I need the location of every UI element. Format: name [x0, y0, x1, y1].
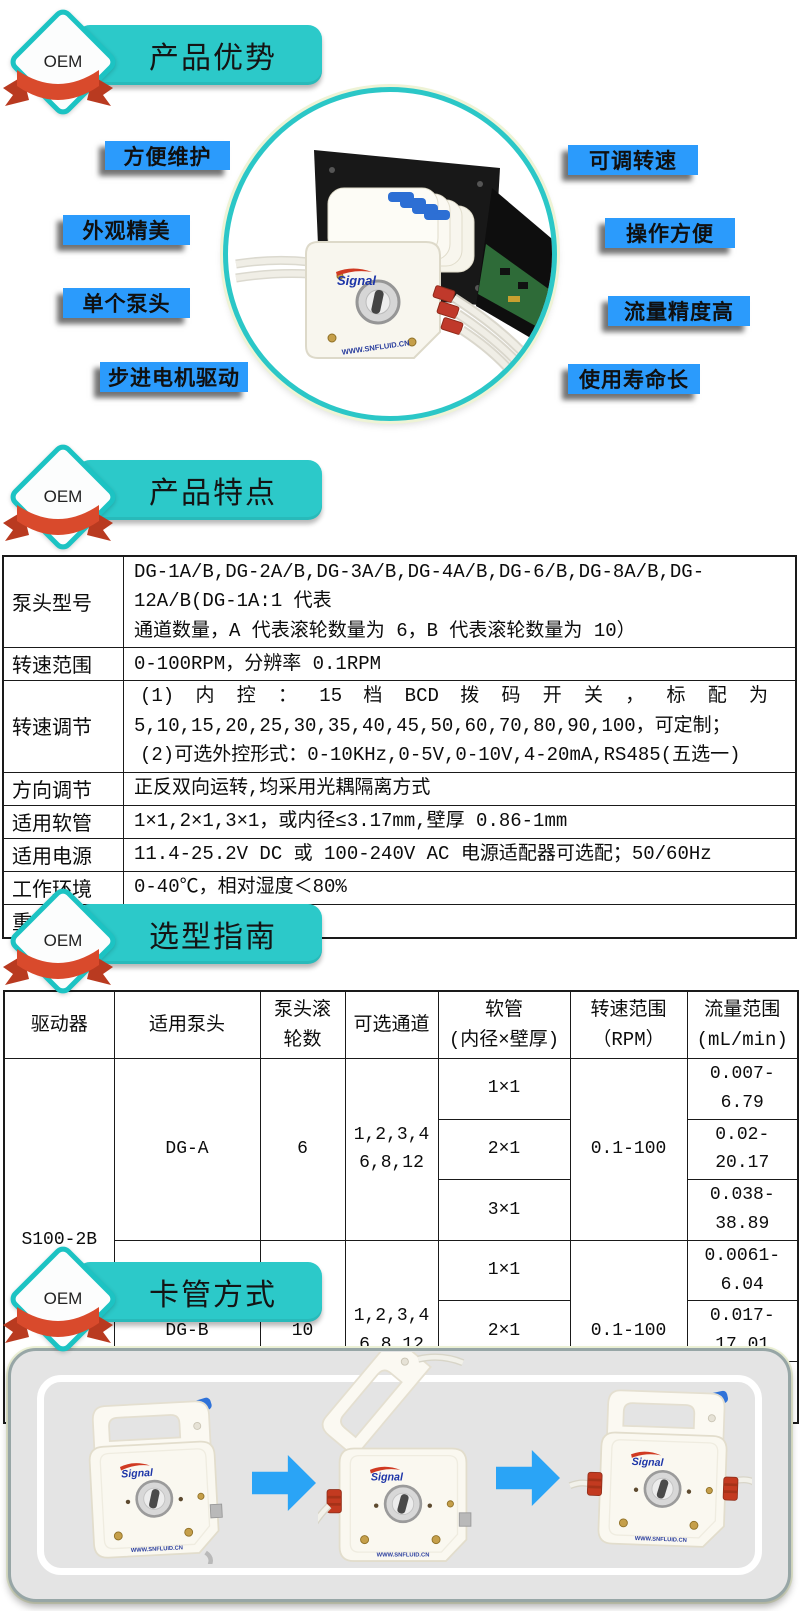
- brand-logo: Signal: [371, 1472, 404, 1484]
- row-value-line: 5,10,15,20,25,30,35,40,45,50,60,70,80,90…: [134, 714, 731, 737]
- table-header-row: 驱动器 适用泵头 泵头滚 轮数 可选通道 软管 (内径×壁厚) 转速范围 （RP…: [3, 990, 799, 1059]
- table-row: 转速调节 (1) 内 控 ： 15 档 BCD 拨 码 开 关 ， 标 配 为 …: [2, 680, 797, 773]
- website-text: WWW.SNFLUID.CN: [131, 1545, 183, 1554]
- column-header: 驱动器: [3, 990, 115, 1059]
- table-row: S100-2B DG-A 6 1,2,3,4 6,8,12 1×1 0.1-10…: [3, 1057, 799, 1424]
- row-value: 0-40℃，相对湿度＜80%: [123, 870, 797, 905]
- table-row: 适用软管 1×1,2×1,3×1，或内径≤3.17mm,壁厚 0.86-1mm: [2, 804, 797, 839]
- section-header-advantages: 产品优势 OEM: [0, 5, 340, 125]
- table-row: 转速范围 0-100RPM，分辨率 0.1RPM: [2, 647, 797, 682]
- brand-logo: Signal: [632, 1456, 665, 1469]
- section-title: 卡管方式: [149, 1279, 277, 1312]
- clamping-step-3-pump: WWW.SNFLUID.CN Signal: [568, 1385, 752, 1549]
- website-text: WWW.SNFLUID.CN: [377, 1553, 430, 1559]
- section-title: 选型指南: [149, 921, 277, 954]
- table-row: 方向调节 正反双向运转,均采用光耦隔离方式: [2, 771, 797, 806]
- table-row: 泵头型号 DG-1A/B,DG-2A/B,DG-3A/B,DG-4A/B,DG-…: [2, 555, 797, 649]
- column-header: 适用泵头: [113, 990, 261, 1059]
- section-title: 产品特点: [149, 477, 277, 510]
- row-value: 1×1,2×1,3×1，或内径≤3.17mm,壁厚 0.86-1mm: [123, 804, 797, 839]
- row-label: 转速范围: [2, 647, 124, 682]
- clamping-step-1-pump: WWW.SNFLUID.CN Signal: [87, 1395, 223, 1564]
- oem-badge-label: OEM: [43, 1289, 83, 1308]
- row-label: 适用电源: [2, 837, 124, 872]
- section-header-features: 产品特点 OEM: [0, 440, 340, 560]
- section-title-bar: 卡管方式: [76, 1262, 322, 1322]
- pump-driver-illustration: Signal WWW.SNFLUID.CN: [235, 150, 552, 411]
- row-value-line: (1) 内 控 ： 15 档 BCD 拨 码 开 关 ， 标 配 为: [140, 685, 768, 708]
- advantage-label: 操作方便: [605, 218, 735, 248]
- row-label: 转速调节: [2, 680, 124, 773]
- row-label: 方向调节: [2, 771, 124, 806]
- website-text: WWW.SNFLUID.CN: [635, 1536, 687, 1544]
- table-row: 适用电源 11.4-25.2V DC 或 100-240V AC 电源适配器可选…: [2, 837, 797, 872]
- advantage-label: 单个泵头: [63, 288, 190, 318]
- cell-tube: 1×1: [437, 1239, 571, 1302]
- features-table: 泵头型号 DG-1A/B,DG-2A/B,DG-3A/B,DG-4A/B,DG-…: [2, 555, 797, 939]
- cell-flow: 0.0061-6.04: [686, 1239, 799, 1302]
- cell-channels: 1,2,3,4 6,8,12: [344, 1058, 439, 1241]
- column-header: 流量范围 (mL/min): [686, 990, 799, 1059]
- clamping-step-2-pump: WWW.SNFLUID.CN Signal: [318, 1352, 472, 1563]
- row-value: (1) 内 控 ： 15 档 BCD 拨 码 开 关 ， 标 配 为 5,10,…: [123, 680, 797, 773]
- section-title-bar: 产品特点: [76, 460, 322, 520]
- row-value: DG-1A/B,DG-2A/B,DG-3A/B,DG-4A/B,DG-6/B,D…: [123, 555, 797, 649]
- advantage-label: 外观精美: [63, 215, 190, 245]
- oem-badge-label: OEM: [43, 52, 83, 71]
- advantage-label: 方便维护: [105, 141, 230, 170]
- cell-flow: 0.02-20.17: [686, 1118, 799, 1181]
- cell-pump: DG-A: [113, 1058, 261, 1241]
- product-photo: Signal WWW.SNFLUID.CN: [223, 87, 557, 421]
- section-title-bar: 产品优势: [76, 25, 322, 85]
- section-title: 产品优势: [149, 42, 277, 75]
- cell-rpm: 0.1-100: [569, 1058, 688, 1241]
- cell-flow: 0.007-6.79: [686, 1058, 799, 1120]
- cell-tube: 3×1: [437, 1179, 571, 1241]
- row-label: 泵头型号: [2, 555, 124, 649]
- cell-tube: 2×1: [437, 1118, 571, 1181]
- section-header-clamping: 卡管方式 OEM: [0, 1242, 340, 1362]
- column-header: 转速范围 （RPM）: [569, 990, 688, 1059]
- advantage-label: 流量精度高: [608, 296, 750, 326]
- column-header: 软管 (内径×壁厚): [437, 990, 571, 1059]
- section-header-selection: 选型指南 OEM: [0, 884, 340, 1004]
- advantage-label: 可调转速: [568, 145, 698, 175]
- row-value-line: (2)可选外控形式：0-10KHz,0-5V,0-10V,4-20mA,RS48…: [140, 744, 741, 767]
- row-value: 正反双向运转,均采用光耦隔离方式: [123, 771, 797, 806]
- cell-rollers: 6: [259, 1058, 346, 1241]
- row-label: 适用软管: [2, 804, 124, 839]
- cell-flow: 0.038-38.89: [686, 1179, 799, 1241]
- oem-badge-label: OEM: [43, 931, 83, 950]
- cell-tube: 1×1: [437, 1058, 571, 1120]
- row-value: 11.4-25.2V DC 或 100-240V AC 电源适配器可选配；50/…: [123, 837, 797, 872]
- column-header: 可选通道: [344, 990, 439, 1059]
- advantage-label: 使用寿命长: [568, 364, 700, 394]
- brand-logo: Signal: [337, 273, 376, 288]
- column-header: 泵头滚 轮数: [259, 990, 346, 1059]
- advantage-label: 步进电机驱动: [100, 362, 248, 392]
- brand-logo: Signal: [121, 1467, 154, 1481]
- section-title-bar: 选型指南: [76, 904, 322, 964]
- row-value: 0-100RPM，分辨率 0.1RPM: [123, 647, 797, 682]
- oem-badge-label: OEM: [43, 487, 83, 506]
